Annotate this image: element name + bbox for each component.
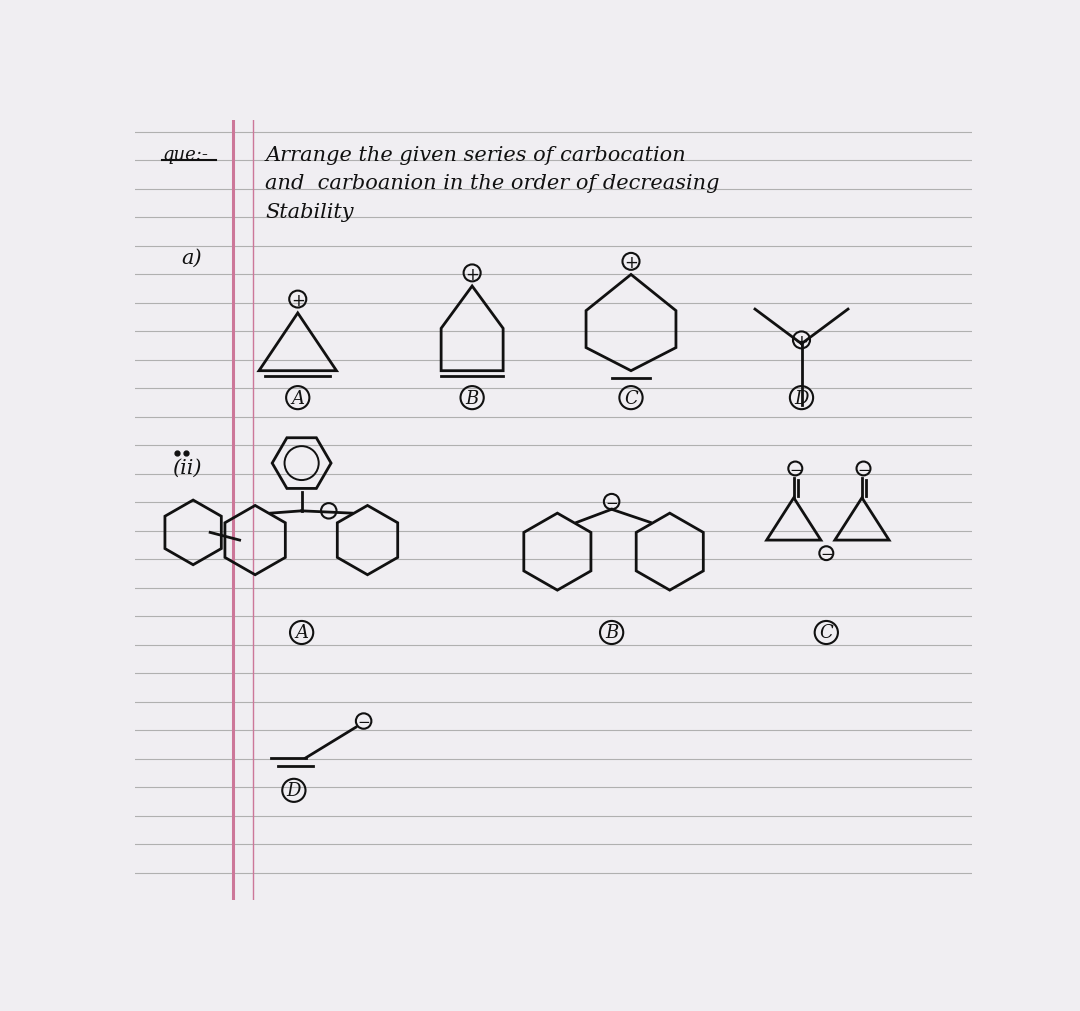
Text: −: − [820, 547, 833, 562]
Text: and  carboanion in the order of decreasing: and carboanion in the order of decreasin… [266, 174, 719, 193]
Text: A: A [292, 389, 305, 407]
Text: −: − [605, 495, 618, 511]
Text: Stability: Stability [266, 202, 354, 221]
Text: −: − [788, 462, 801, 477]
Text: a): a) [181, 249, 202, 268]
Text: −: − [322, 504, 335, 520]
Text: (ii): (ii) [172, 458, 202, 477]
Text: −: − [357, 715, 370, 730]
Text: C: C [820, 624, 833, 642]
Text: B: B [605, 624, 618, 642]
Text: +: + [624, 254, 638, 272]
Text: +: + [291, 291, 305, 309]
Text: C: C [624, 389, 638, 407]
Text: B: B [465, 389, 478, 407]
Text: −: − [858, 462, 869, 477]
Text: que:-: que:- [162, 147, 208, 164]
Text: A: A [295, 624, 308, 642]
Text: Arrange the given series of carbocation: Arrange the given series of carbocation [266, 146, 686, 165]
Text: +: + [465, 266, 480, 283]
Text: +: + [795, 333, 809, 351]
Text: D: D [286, 782, 301, 800]
Text: D: D [794, 389, 809, 407]
